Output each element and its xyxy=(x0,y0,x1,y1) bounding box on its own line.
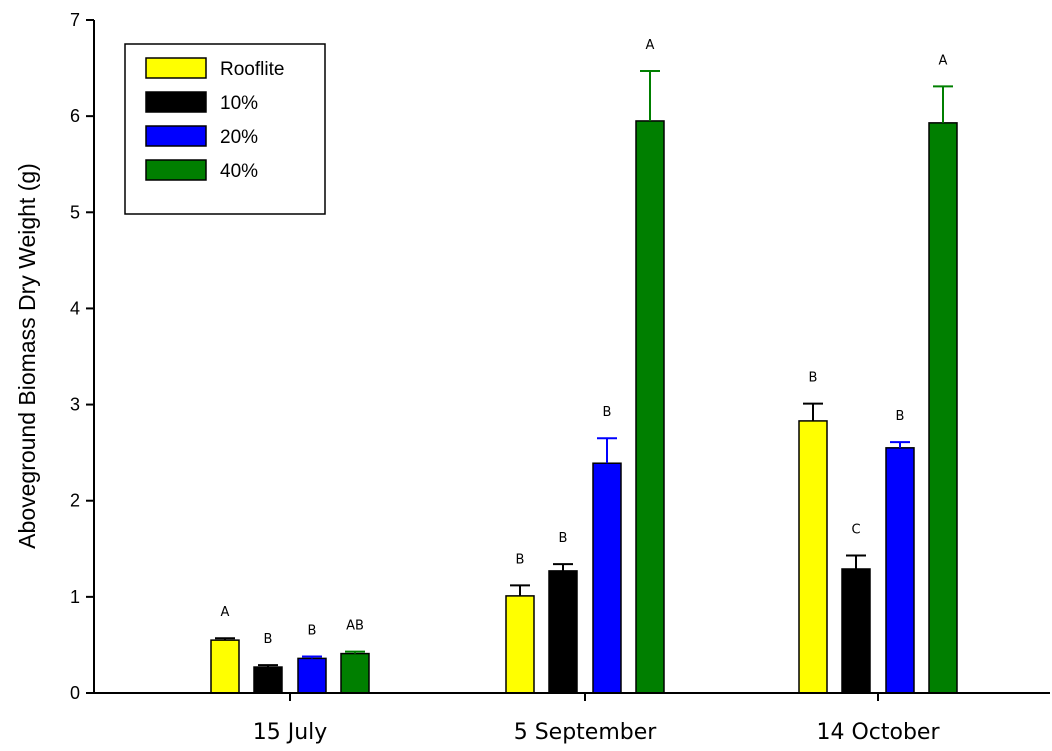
x-tick-label: 14 October xyxy=(816,720,940,745)
significance-label: B xyxy=(516,552,525,567)
bar xyxy=(885,447,915,694)
y-tick-label: 0 xyxy=(70,683,80,703)
bar xyxy=(548,570,578,694)
significance-label: B xyxy=(809,371,818,386)
bar xyxy=(928,122,958,694)
legend: Rooflite 10% 20% 40% xyxy=(124,43,326,215)
bar xyxy=(635,120,665,694)
y-tick-label: 3 xyxy=(70,395,80,415)
significance-label: B xyxy=(896,409,905,424)
significance-label: B xyxy=(308,623,317,638)
x-tick-label: 15 July xyxy=(253,720,328,745)
bar xyxy=(297,657,327,694)
significance-label: C xyxy=(851,523,860,538)
significance-label: B xyxy=(559,531,568,546)
significance-label: B xyxy=(603,405,612,420)
bar xyxy=(340,652,370,694)
legend-label: Rooflite xyxy=(220,59,284,80)
y-tick-label: 6 xyxy=(70,106,80,126)
y-tick-label: 5 xyxy=(70,202,80,222)
legend-label: 20% xyxy=(220,127,258,148)
significance-label: B xyxy=(264,632,273,647)
axes-group: 0 1 2 3 4 5 6 7 15 July 5 September 14 October xyxy=(70,10,1050,745)
legend-swatch xyxy=(145,159,207,181)
legend-label: 10% xyxy=(220,93,258,114)
bar xyxy=(253,666,283,694)
significance-label: AB xyxy=(346,619,364,634)
y-tick-label: 1 xyxy=(70,587,80,607)
bar xyxy=(841,568,871,694)
bar xyxy=(592,462,622,694)
legend-swatch xyxy=(145,57,207,79)
bar xyxy=(505,595,535,694)
y-tick-label: 2 xyxy=(70,491,80,511)
y-tick-label: 7 xyxy=(70,10,80,30)
legend-swatch xyxy=(145,125,207,147)
significance-label: A xyxy=(939,53,948,68)
x-tick-label: 5 September xyxy=(514,720,658,745)
bar xyxy=(798,420,828,694)
significance-label: A xyxy=(221,605,230,620)
bar xyxy=(210,639,240,694)
y-tick-label: 4 xyxy=(70,298,80,318)
legend-label: 40% xyxy=(220,161,258,182)
y-axis-title: Aboveground Biomass Dry Weight (g) xyxy=(14,163,40,549)
legend-swatch xyxy=(145,91,207,113)
significance-label: A xyxy=(646,38,655,53)
